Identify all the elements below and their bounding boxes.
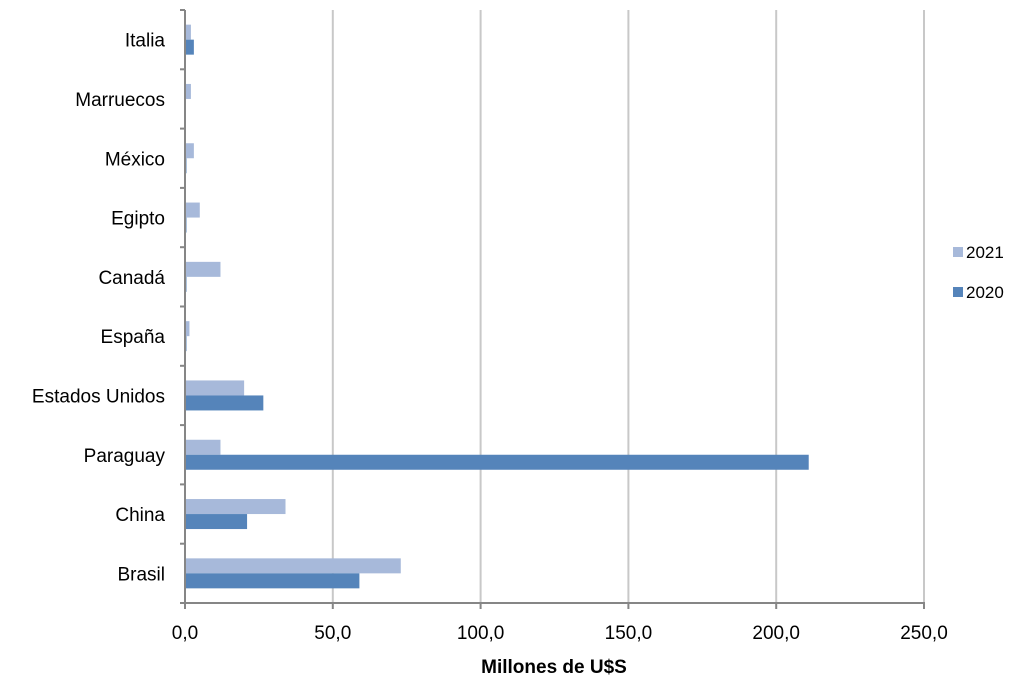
bar-2021-canadá	[185, 261, 221, 277]
category-label: Paraguay	[84, 446, 166, 467]
bar-2021-china	[185, 499, 286, 515]
bar-2020-paraguay	[185, 454, 809, 470]
bar-2021-paraguay	[185, 439, 221, 455]
bar-2020-estados-unidos	[185, 395, 264, 411]
bar-2020-brasil	[185, 573, 360, 589]
legend-swatch-2020	[953, 287, 963, 297]
x-tick-labels: 0,0 50,0 100,0 150,0 200,0 250,0	[172, 623, 948, 644]
category-label: Italia	[125, 31, 166, 52]
bar-2020-italia	[185, 39, 194, 55]
bar-2021-méxico	[185, 143, 194, 159]
category-label: España	[101, 327, 166, 348]
legend-label-2021: 2021	[966, 243, 1004, 262]
x-tick-label: 100,0	[457, 623, 505, 644]
bar-2021-marruecos	[185, 83, 191, 99]
bar-2021-estados-unidos	[185, 380, 245, 396]
bar-2020-china	[185, 514, 248, 530]
category-label: Marruecos	[75, 90, 165, 111]
x-tick-label: 150,0	[605, 623, 653, 644]
x-tick-label: 250,0	[900, 623, 948, 644]
category-label: China	[115, 505, 165, 526]
bar-2021-españa	[185, 321, 190, 337]
bar-2021-italia	[185, 24, 191, 40]
category-label: Brasil	[117, 564, 165, 585]
x-tick-label: 50,0	[314, 623, 351, 644]
category-label: México	[105, 149, 165, 170]
legend-label-2020: 2020	[966, 283, 1004, 302]
axes	[180, 9, 925, 609]
x-tick-label: 200,0	[752, 623, 800, 644]
bars	[185, 24, 809, 589]
category-labels: Brasil China Paraguay Estados Unidos España C…	[32, 31, 166, 586]
x-axis-title: Millones de U$S	[481, 657, 627, 678]
category-label: Estados Unidos	[32, 386, 165, 407]
grid-lines	[331, 10, 925, 603]
bar-2021-egipto	[185, 202, 200, 218]
legend: 2021 2020	[953, 243, 1004, 302]
category-label: Canadá	[98, 268, 165, 289]
bar-2021-brasil	[185, 558, 401, 574]
legend-swatch-2021	[953, 247, 963, 257]
x-tick-label: 0,0	[172, 623, 198, 644]
category-label: Egipto	[111, 209, 165, 230]
